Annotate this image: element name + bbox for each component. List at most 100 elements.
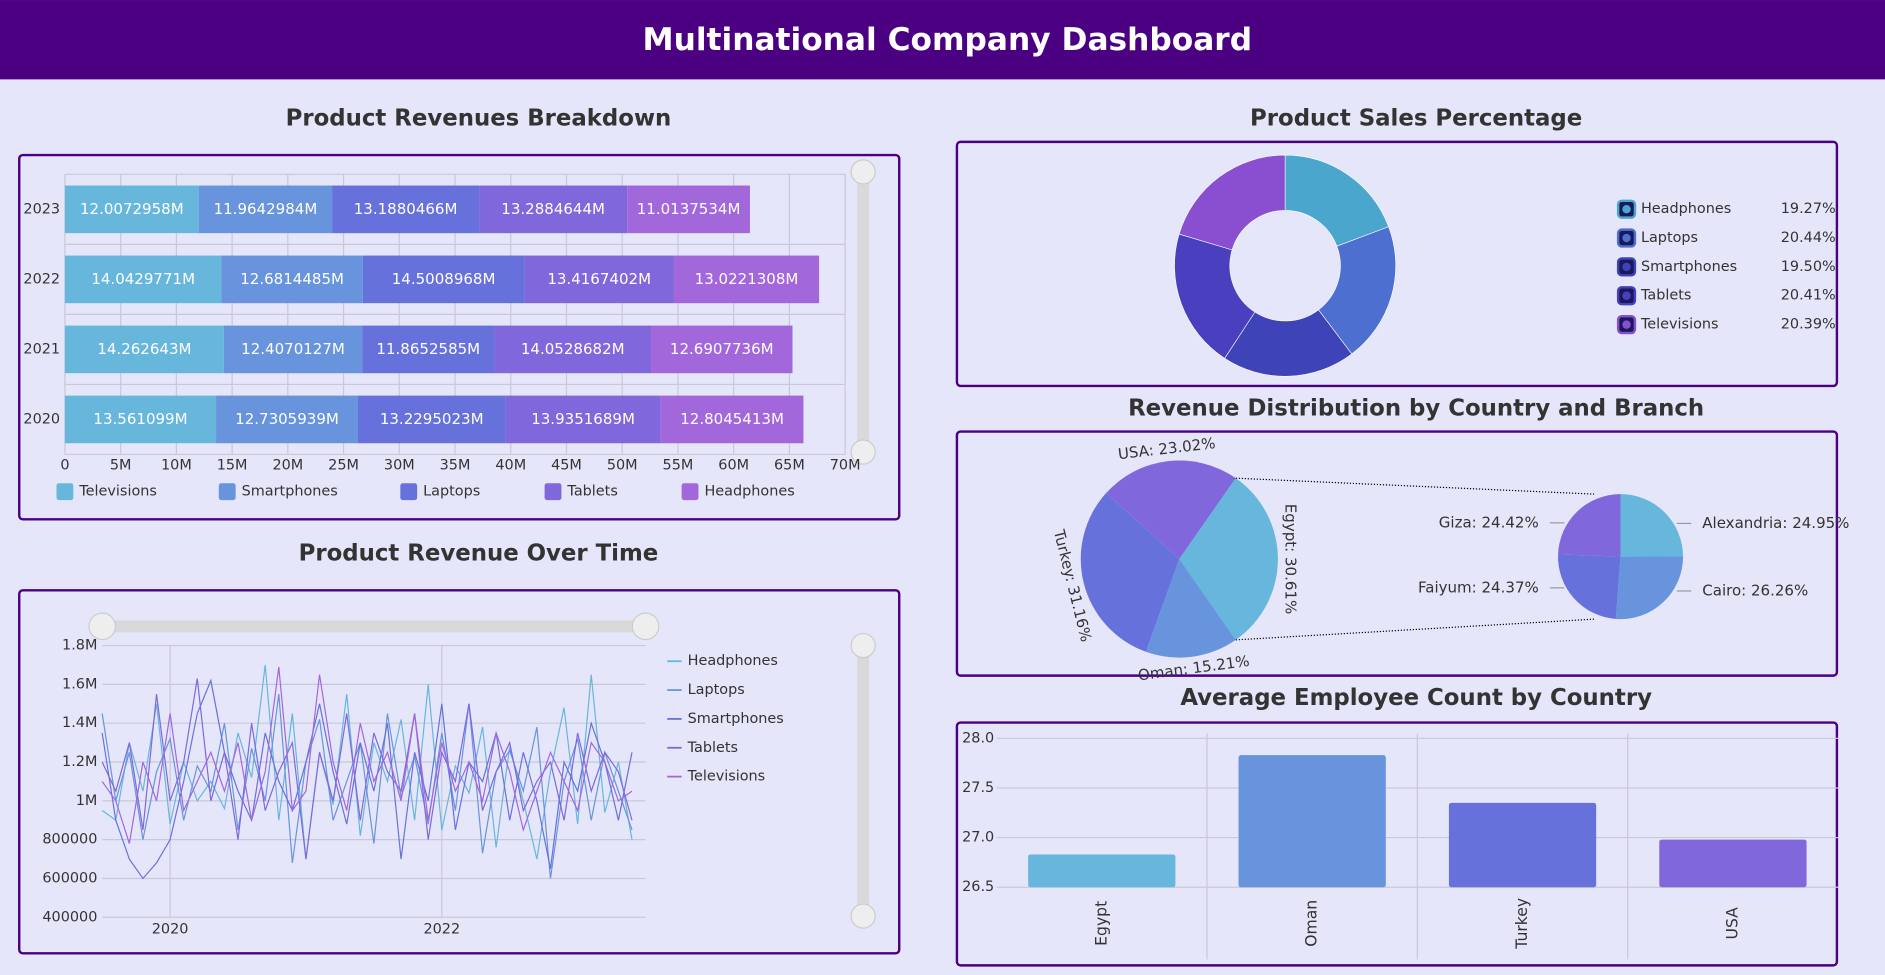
legend-label: Headphones	[1641, 201, 1731, 217]
y-tick-label: 1.4M	[62, 715, 97, 731]
legend-dot	[1622, 262, 1631, 272]
y-tick-label: 1.6M	[62, 676, 97, 692]
x-tick-label: 0	[60, 457, 69, 473]
value-label: 12.0072958M	[80, 200, 184, 218]
y-tick-label: 600000	[42, 870, 97, 886]
pie-slice	[1106, 460, 1236, 560]
legend-swatch	[544, 483, 562, 501]
legend-value: 20.39%	[1781, 317, 1836, 333]
bar-segment	[198, 185, 333, 234]
legend-label: Smartphones	[688, 711, 784, 727]
bar-segment	[494, 325, 652, 374]
chart-title: Product Revenues Breakdown	[286, 106, 672, 132]
x-tick-label: 55M	[663, 457, 694, 473]
x-tick-label: 50M	[607, 457, 638, 473]
scrollbar-grip[interactable]	[850, 632, 876, 659]
x-tick-label: 30M	[384, 457, 415, 473]
x-tick-label: 65M	[774, 457, 805, 473]
bar-segment	[362, 325, 495, 374]
x-tick-label: 2020	[152, 921, 189, 937]
value-label: 14.5008968M	[392, 270, 496, 288]
slice-label: Alexandria: 24.95%	[1702, 514, 1849, 532]
scrollbar-grip[interactable]	[850, 439, 876, 465]
bar-segment	[524, 255, 674, 304]
value-label: 14.262643M	[97, 340, 191, 358]
value-label: 13.0221308M	[695, 270, 799, 288]
slice-label: Egypt: 30.61%	[1281, 504, 1299, 614]
header-bar	[0, 0, 1885, 80]
line-series	[101, 666, 633, 844]
x-tick-label: 40M	[495, 457, 526, 473]
value-label: 11.8652585M	[376, 340, 480, 358]
value-label: 12.6907736M	[670, 340, 774, 358]
value-label: 13.4167402M	[547, 270, 651, 288]
value-label: 14.0528682M	[521, 340, 625, 358]
legend-label: Headphones	[704, 484, 794, 500]
sub-pie-slice	[1558, 554, 1621, 619]
legend-label: Tablets	[1640, 288, 1691, 304]
donut-slice	[1224, 309, 1353, 377]
panel	[955, 721, 1839, 967]
bar-segment	[357, 395, 506, 444]
panel	[955, 430, 1839, 677]
y-tick-label: 2020	[23, 411, 60, 427]
y-tick-label: 27.0	[962, 830, 994, 846]
x-tick-label: 5M	[110, 457, 132, 473]
value-label: 12.8045413M	[680, 410, 784, 428]
x-tick-label: 45M	[551, 457, 582, 473]
value-label: 12.7305939M	[235, 410, 339, 428]
legend-label: Tablets	[687, 740, 738, 756]
legend-label: Laptops	[423, 484, 480, 500]
value-label: 13.2884644M	[501, 200, 605, 218]
scrollbar-grip[interactable]	[88, 612, 117, 641]
legend-swatch	[400, 483, 418, 501]
y-tick-label: 1.2M	[62, 754, 97, 770]
scrollbar-grip[interactable]	[631, 612, 660, 641]
x-tick-label: 2022	[423, 921, 460, 937]
x-tick-label: 35M	[440, 457, 471, 473]
y-tick-label: 2021	[23, 341, 60, 357]
bar-segment	[627, 185, 750, 234]
value-label: 11.9642984M	[214, 200, 318, 218]
legend-value: 19.50%	[1781, 259, 1836, 275]
bar-segment	[216, 395, 358, 444]
y-tick-label: 2023	[23, 201, 60, 217]
legend-label: Laptops	[1641, 230, 1698, 246]
legend-label: Smartphones	[242, 484, 338, 500]
donut-slice	[1284, 154, 1390, 247]
panel	[18, 153, 901, 521]
bar-segment	[505, 395, 661, 444]
x-tick-label: 20M	[272, 457, 303, 473]
y-tick-label: 27.5	[962, 780, 994, 796]
value-label: 11.0137534M	[637, 200, 741, 218]
value-label: 14.0429771M	[91, 270, 195, 288]
scrollbar[interactable]	[102, 620, 646, 633]
donut-slice	[1174, 233, 1256, 359]
bar-segment	[64, 255, 222, 304]
chart-title: Product Sales Percentage	[1250, 106, 1582, 132]
pie-slice	[1145, 559, 1236, 658]
bar	[1028, 854, 1176, 888]
bar	[1448, 802, 1597, 888]
scrollbar-grip[interactable]	[850, 903, 876, 929]
y-tick-label: 2022	[23, 271, 60, 287]
scrollbar[interactable]	[857, 171, 870, 453]
legend-label: Laptops	[688, 682, 745, 698]
legend-label: Tablets	[566, 484, 617, 500]
scrollbar-grip[interactable]	[850, 159, 876, 185]
chart-title: Average Employee Count by Country	[1180, 685, 1652, 711]
slice-label: Cairo: 26.26%	[1702, 581, 1808, 599]
legend-value: 20.41%	[1781, 288, 1836, 304]
bar-segment	[362, 255, 525, 304]
legend-label: Headphones	[688, 653, 778, 669]
scrollbar[interactable]	[857, 645, 870, 917]
bar	[1238, 755, 1386, 888]
sub-pie-slice	[1620, 494, 1684, 557]
legend-swatch	[56, 483, 74, 501]
bar-segment	[332, 185, 480, 234]
bar-segment	[660, 395, 804, 444]
donut-slice	[1178, 154, 1286, 251]
pie-slice	[1179, 478, 1278, 640]
sub-pie-slice	[1558, 494, 1621, 557]
